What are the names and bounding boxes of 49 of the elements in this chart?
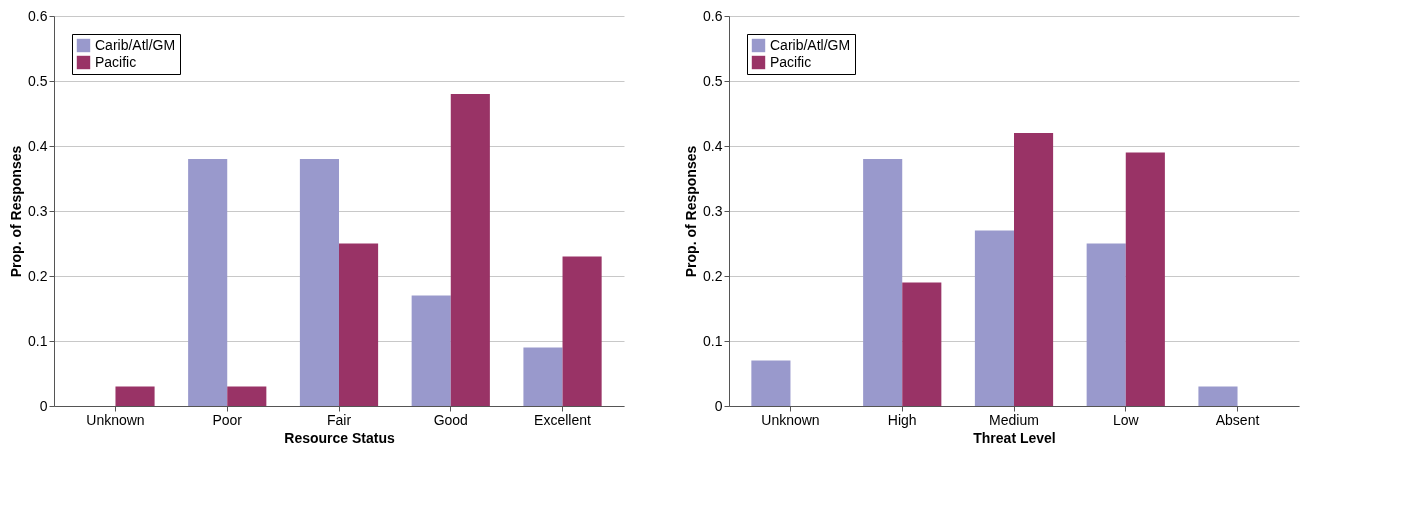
y-tick-label: 0.4 [703, 137, 723, 154]
x-axis-title: Threat Level [973, 429, 1056, 446]
bar [1198, 386, 1238, 406]
bar [562, 256, 602, 406]
bar [523, 347, 563, 406]
bar [188, 159, 228, 406]
bar [974, 230, 1014, 406]
y-tick-label: 0 [39, 397, 48, 414]
y-axis-title: Prop. of Responses [683, 145, 700, 278]
y-tick-label: 0.6 [703, 7, 723, 24]
bar [411, 295, 451, 406]
bar [450, 94, 490, 406]
y-tick-label: 0.2 [703, 267, 723, 284]
bar [902, 282, 942, 406]
x-tick-label: Unknown [761, 411, 820, 428]
legend-label: Pacific [770, 53, 812, 70]
x-tick-label: High [887, 411, 917, 428]
x-tick-label: Absent [1215, 411, 1260, 428]
x-tick-label: Unknown [86, 411, 145, 428]
x-tick-label: Medium [989, 411, 1039, 428]
y-tick-label: 0.5 [28, 72, 48, 89]
y-tick-label: 0.2 [28, 267, 48, 284]
bar [1125, 152, 1165, 406]
bar [115, 386, 155, 406]
legend-label: Carib/Atl/GM [770, 36, 851, 53]
y-tick-label: 0.5 [703, 72, 723, 89]
legend-label: Pacific [95, 53, 137, 70]
x-tick-label: Good [433, 411, 468, 428]
bar [227, 386, 267, 406]
y-tick-label: 0 [714, 397, 723, 414]
x-tick-label: Poor [212, 411, 243, 428]
y-tick-label: 0.4 [28, 137, 48, 154]
bar [751, 360, 791, 406]
bar [299, 159, 339, 406]
y-tick-label: 0.3 [703, 202, 723, 219]
y-axis-title: Prop. of Responses [8, 145, 25, 278]
y-tick-label: 0.1 [28, 332, 48, 349]
y-tick-label: 0.3 [28, 202, 48, 219]
bar [339, 243, 379, 406]
x-tick-label: Excellent [534, 411, 592, 428]
y-tick-label: 0.6 [28, 7, 48, 24]
x-tick-label: Low [1112, 411, 1140, 428]
legend-label: Carib/Atl/GM [95, 36, 176, 53]
bar [863, 159, 903, 406]
y-tick-label: 0.1 [703, 332, 723, 349]
x-tick-label: Fair [326, 411, 352, 428]
bar [1014, 133, 1054, 406]
bar [1086, 243, 1126, 406]
x-axis-title: Resource Status [284, 429, 395, 446]
